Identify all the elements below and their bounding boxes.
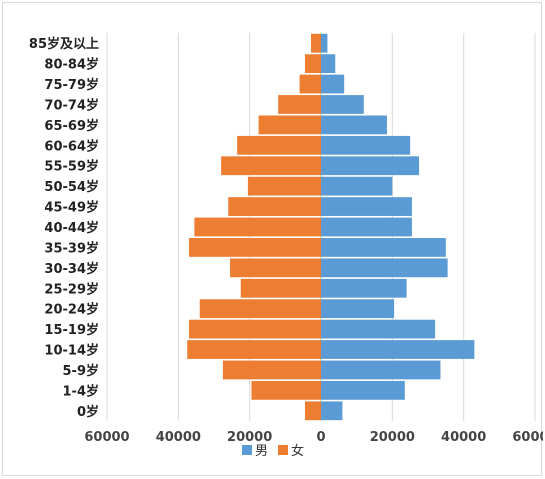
category-label: 10-14岁 [44,343,99,359]
category-label: 75-79岁 [44,77,99,93]
bar-male [321,197,412,216]
category-label: 15-19岁 [44,322,99,338]
bar-female [222,360,321,380]
category-label: 0岁 [77,404,99,420]
category-label: 40-44岁 [44,220,99,236]
bar-male [321,360,441,380]
x-tick-label: 60000 [512,430,543,445]
category-label: 65-69岁 [44,118,99,134]
bar-female [311,33,321,53]
bar-female [304,401,321,421]
category-label: 60-64岁 [44,138,99,154]
bar-female [247,176,321,196]
bar-female [221,156,321,176]
bar-female [237,135,321,155]
category-label: 5-9岁 [63,363,100,379]
bar-male [321,217,412,237]
bar-male [321,278,407,298]
x-tick-label: 20000 [370,430,415,445]
bar-female [251,380,321,400]
category-label: 1-4岁 [63,383,100,399]
legend-swatch [278,445,288,455]
x-tick-label: 0 [316,430,325,445]
bar-male [321,238,446,257]
bar-female [199,299,321,319]
bar-female [228,197,321,216]
bar-female [194,217,321,237]
bar-female [187,340,321,359]
bar-male [321,156,420,176]
bar-male [321,74,345,94]
category-label: 35-39岁 [44,240,99,256]
category-label: 50-54岁 [44,179,99,195]
bar-female [189,319,321,339]
bar-female [258,115,321,135]
bar-male [321,54,336,74]
bar-male [321,115,387,135]
category-label: 85岁及以上 [29,36,99,52]
bar-male [321,176,393,196]
bar-male [321,340,475,359]
bar-male [321,299,395,319]
bar-female [304,54,321,74]
x-tick-label: 40000 [156,430,201,445]
bar-male [321,380,405,400]
x-tick-label: 20000 [227,430,272,445]
category-label: 80-84岁 [44,57,99,73]
category-label: 25-29岁 [44,281,99,297]
bar-male [321,401,343,421]
legend-label: 女 [291,443,304,459]
bar-male [321,135,411,155]
bar-female [299,74,321,94]
bar-female [278,95,321,114]
bar-male [321,95,364,114]
bar-male [321,258,448,278]
bar-male [321,319,436,339]
bar-male [321,33,328,53]
category-label: 45-49岁 [44,200,99,216]
legend-label: 男 [255,444,268,459]
category-label: 55-59岁 [44,159,99,175]
population-pyramid-chart: 85岁及以上 80-84岁 75-79岁 70-74岁 65-69岁 60-64岁 55-5… [29,33,543,459]
category-label: 70-74岁 [44,97,99,113]
bar-female [240,278,321,298]
category-label: 30-34岁 [44,261,99,277]
bar-female [230,258,321,278]
x-tick-label: 40000 [441,430,486,445]
bar-female [189,238,321,257]
x-tick-label: 60000 [84,430,129,445]
category-label: 20-24岁 [44,302,99,318]
legend-swatch [242,445,252,455]
